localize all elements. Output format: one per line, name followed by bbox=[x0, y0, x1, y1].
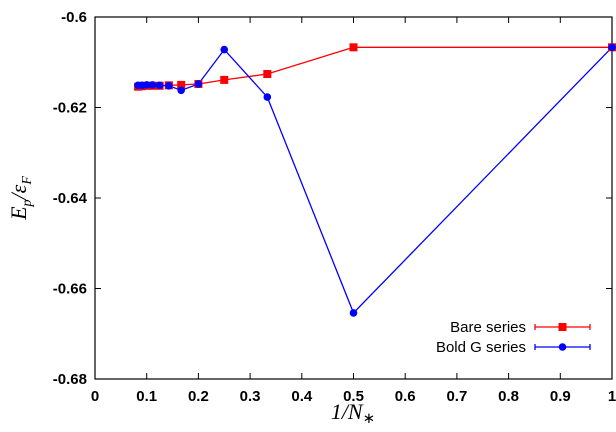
y-tick-label: -0.66 bbox=[53, 281, 87, 298]
legend-label-bare: Bare series bbox=[450, 319, 526, 336]
series-lines bbox=[138, 46, 613, 315]
x-tick-label: 0.2 bbox=[188, 388, 209, 405]
data-point-bare bbox=[349, 43, 358, 52]
x-tick-label: 0.8 bbox=[498, 388, 519, 405]
x-tick-label: 0.3 bbox=[240, 388, 261, 405]
data-point-bold bbox=[148, 81, 157, 89]
legend-marker-square bbox=[558, 323, 567, 331]
axis-ticks: 0 0.1 0.2 0.3 0.4 0.5 0.6 0.7 0.8 0.9 1 -0.6 -0.62 -0… bbox=[53, 9, 616, 405]
x-tick-label: 0.4 bbox=[291, 388, 313, 405]
y-tick-label: -0.62 bbox=[53, 100, 87, 117]
data-point-bare bbox=[263, 70, 272, 79]
x-tick-label: 0.6 bbox=[395, 388, 416, 405]
data-point-bold bbox=[349, 309, 358, 317]
data-point-bold bbox=[165, 81, 173, 90]
x-axis-title: 1/N∗ bbox=[331, 399, 375, 427]
series-line-bare bbox=[138, 46, 612, 88]
y-tick-label: -0.64 bbox=[53, 190, 88, 207]
legend-marker-circle bbox=[558, 343, 567, 351]
y-tick-label: -0.68 bbox=[53, 371, 87, 388]
data-point-bare bbox=[220, 75, 229, 84]
x-tick-label: 0.7 bbox=[446, 388, 467, 405]
data-point-bold bbox=[177, 86, 185, 95]
data-point-bold bbox=[142, 81, 151, 89]
x-tick-label: 0 bbox=[91, 388, 99, 405]
legend-label-bold: Bold G series bbox=[436, 339, 526, 356]
legend: Bare series Bold G series bbox=[436, 319, 591, 356]
x-tick-label: 0.5 bbox=[343, 388, 364, 405]
data-point-bold bbox=[263, 93, 272, 101]
y-tick-label: -0.6 bbox=[61, 9, 87, 26]
data-point-bold bbox=[194, 80, 203, 88]
data-point-bold bbox=[220, 45, 229, 54]
legend-swatches bbox=[534, 323, 591, 351]
x-tick-label: 1 bbox=[608, 388, 616, 405]
data-point-bold bbox=[155, 81, 164, 90]
data-point-bare bbox=[177, 80, 186, 89]
data-point-bold bbox=[608, 43, 616, 52]
x-tick-label: 0.9 bbox=[550, 388, 571, 405]
y-axis-title: Ep/εF bbox=[6, 176, 35, 221]
series-markers bbox=[134, 43, 616, 317]
series-line-bold bbox=[138, 46, 613, 315]
x-tick-label: 0.1 bbox=[136, 388, 157, 405]
